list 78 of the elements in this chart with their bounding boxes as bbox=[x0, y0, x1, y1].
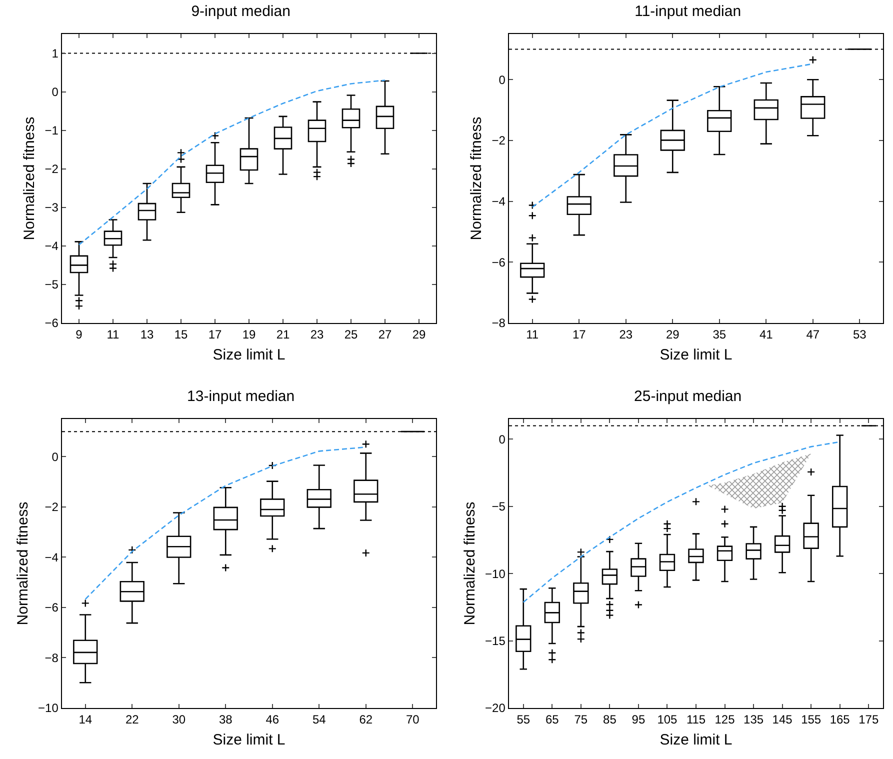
y-tick-label: −6 bbox=[492, 255, 506, 270]
y-tick-label: −4 bbox=[492, 194, 506, 209]
x-tick-label: 9 bbox=[76, 328, 83, 342]
y-tick-label: −6 bbox=[44, 600, 59, 615]
y-tick-label: −2 bbox=[44, 162, 59, 176]
y-tick-label: −4 bbox=[44, 239, 59, 254]
x-tick-label: 165 bbox=[830, 712, 850, 727]
y-tick-label: 1 bbox=[52, 46, 59, 60]
x-tick-label: 11 bbox=[526, 328, 539, 342]
x-axis-title: Size limit L bbox=[660, 732, 732, 748]
x-tick-label: 11 bbox=[106, 328, 120, 342]
y-axis-title: Normalized fitness bbox=[21, 116, 38, 240]
x-tick-label: 15 bbox=[174, 328, 188, 342]
x-tick-label: 62 bbox=[359, 712, 373, 727]
x-tick-label: 85 bbox=[603, 712, 617, 727]
x-tick-label: 95 bbox=[632, 712, 646, 727]
chart-title: 25-input median bbox=[634, 388, 742, 406]
x-tick-label: 155 bbox=[801, 712, 822, 727]
y-tick-label: 0 bbox=[498, 72, 506, 87]
y-axis-title: Normalized fitness bbox=[468, 116, 486, 240]
y-tick-label: −10 bbox=[38, 701, 59, 716]
x-tick-label: 55 bbox=[516, 712, 530, 727]
y-tick-label: −2 bbox=[492, 134, 506, 148]
y-tick-label: 0 bbox=[498, 432, 506, 446]
x-tick-label: 41 bbox=[759, 328, 774, 342]
x-tick-label: 21 bbox=[276, 328, 290, 342]
x-tick-label: 23 bbox=[619, 328, 633, 342]
x-tick-label: 135 bbox=[744, 712, 764, 727]
x-tick-label: 65 bbox=[545, 712, 560, 727]
x-tick-label: 22 bbox=[125, 712, 140, 727]
y-tick-label: 0 bbox=[52, 450, 59, 464]
y-tick-label: −1 bbox=[44, 124, 59, 138]
x-tick-label: 14 bbox=[78, 712, 92, 727]
y-tick-label: −10 bbox=[485, 566, 506, 581]
y-tick-label: −4 bbox=[44, 550, 59, 564]
y-tick-label: 0 bbox=[52, 85, 59, 99]
line-series bbox=[78, 80, 386, 246]
x-tick-label: 23 bbox=[310, 328, 324, 342]
x-tick-label: 30 bbox=[172, 712, 186, 727]
x-tick-label: 35 bbox=[712, 328, 726, 342]
x-tick-label: 27 bbox=[378, 328, 392, 342]
y-axis-title: Normalized fitness bbox=[461, 502, 478, 626]
x-axis-title: Size limit L bbox=[212, 346, 286, 364]
x-tick-label: 115 bbox=[686, 712, 706, 727]
x-tick-label: 145 bbox=[772, 712, 793, 727]
x-tick-label: 17 bbox=[208, 328, 222, 342]
chart-title: 11-input median bbox=[634, 3, 742, 20]
x-tick-label: 13 bbox=[140, 328, 154, 342]
x-axis-title: Size limit L bbox=[212, 732, 286, 748]
x-tick-label: 54 bbox=[312, 712, 326, 727]
x-tick-label: 75 bbox=[574, 712, 588, 727]
x-tick-label: 70 bbox=[406, 712, 420, 727]
x-tick-label: 29 bbox=[412, 328, 426, 342]
x-tick-label: 175 bbox=[858, 712, 879, 727]
y-tick-label: −15 bbox=[485, 634, 506, 648]
y-axis-title: Normalized fitness bbox=[14, 502, 32, 626]
x-tick-label: 17 bbox=[572, 328, 586, 342]
x-tick-label: 47 bbox=[806, 328, 820, 342]
x-axis-title: Size limit L bbox=[660, 346, 732, 364]
x-tick-label: 125 bbox=[714, 712, 736, 727]
y-tick-label: −20 bbox=[485, 701, 506, 716]
x-tick-label: 105 bbox=[657, 712, 678, 727]
x-tick-label: 29 bbox=[666, 328, 680, 342]
x-tick-label: 46 bbox=[266, 712, 280, 727]
chart-title: 13-input median bbox=[187, 388, 295, 406]
y-tick-label: −3 bbox=[44, 200, 59, 215]
y-tick-label: −5 bbox=[492, 500, 506, 514]
y-tick-label: −2 bbox=[44, 500, 59, 514]
x-tick-label: 19 bbox=[242, 328, 256, 342]
x-tick-label: 25 bbox=[344, 328, 358, 342]
x-tick-label: 38 bbox=[218, 712, 233, 727]
chart-title: 9-input median bbox=[191, 3, 290, 20]
y-tick-label: −8 bbox=[44, 650, 59, 665]
x-tick-label: 53 bbox=[852, 328, 867, 342]
y-tick-label: −6 bbox=[44, 316, 59, 330]
y-tick-label: −8 bbox=[492, 316, 506, 330]
y-tick-label: −5 bbox=[44, 278, 59, 292]
line-series bbox=[522, 441, 840, 603]
